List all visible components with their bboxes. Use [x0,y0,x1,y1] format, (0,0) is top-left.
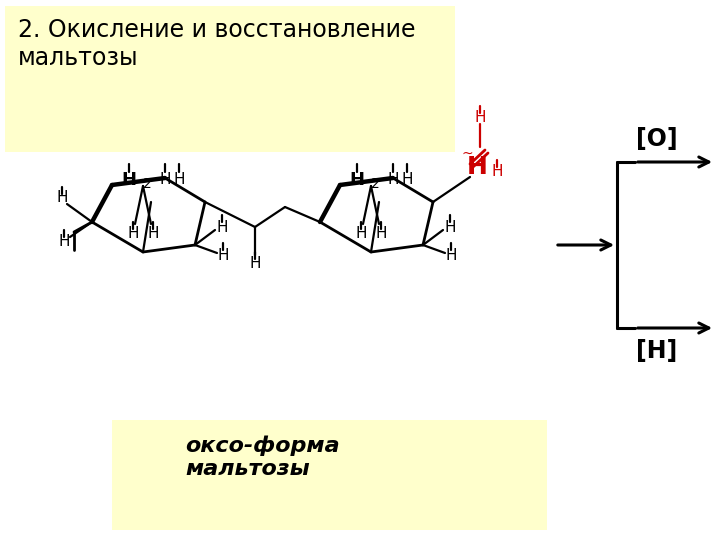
Text: Н: Н [174,172,185,187]
Text: Н: Н [474,110,486,125]
Text: Н: Н [491,165,503,179]
Text: Н: Н [56,191,68,206]
Text: Н: Н [217,247,229,262]
Bar [112,420,547,530]
Text: [О]: [О] [636,127,678,151]
Text: 2: 2 [143,177,151,191]
Text: 2: 2 [371,177,379,191]
Text: Н: Н [444,219,456,234]
Text: Н: Н [445,247,456,262]
Text: Н: Н [122,171,137,189]
Text: Н: Н [355,226,366,240]
Text: Н: Н [467,155,487,179]
Text: [Н]: [Н] [636,339,678,363]
Text: ~: ~ [462,147,473,161]
Text: Н: Н [249,255,261,271]
Text: Н: Н [349,171,364,189]
Text: Н: Н [387,172,399,187]
Text: Н: Н [127,226,139,240]
Text: Н: Н [148,226,158,240]
Text: Н: Н [401,172,413,187]
Text: оксо-форма
мальтозы: оксо-форма мальтозы [185,435,340,478]
Text: Н: Н [216,219,228,234]
Text: 2. Окисление и восстановление
мальтозы: 2. Окисление и восстановление мальтозы [18,18,415,70]
Text: Н: Н [159,172,171,187]
Bar [5,6,455,152]
Text: Н: Н [375,226,387,240]
Text: Н: Н [58,234,70,249]
